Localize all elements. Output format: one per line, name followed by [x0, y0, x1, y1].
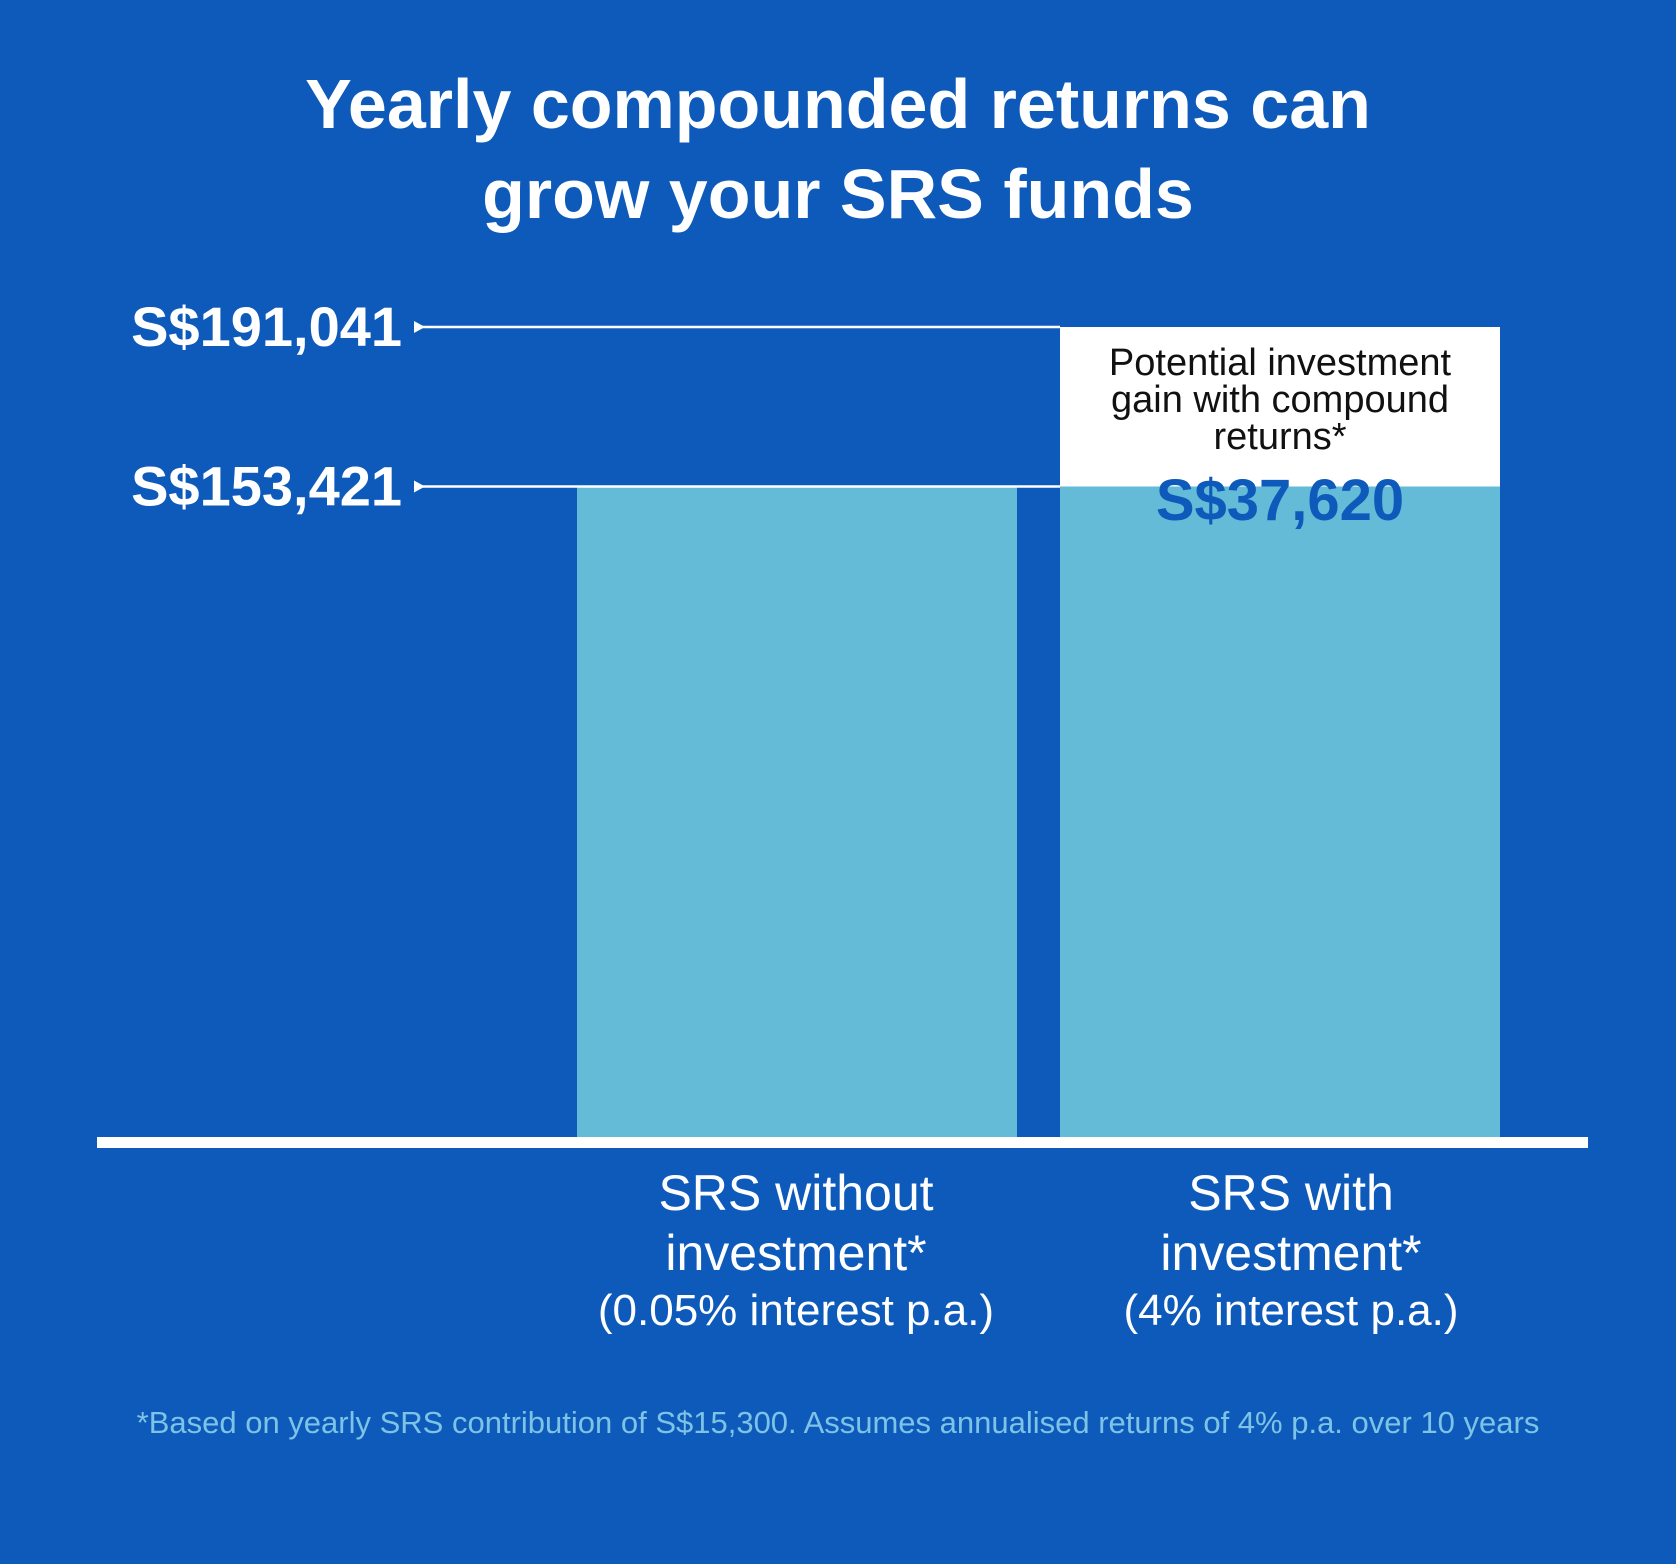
gain-callout-text: gain with compound — [1111, 379, 1449, 421]
gain-callout-box — [1060, 327, 1500, 487]
gain-callout-text: Potential investment — [1109, 342, 1452, 384]
category-label-without-investment: SRS without investment* (0.05% interest … — [540, 1163, 1052, 1339]
reference-arrow-icon — [414, 321, 425, 333]
bar-2 — [1060, 486, 1500, 1137]
category-label-rate: (0.05% interest p.a.) — [597, 1286, 995, 1335]
bar-1 — [577, 486, 1017, 1137]
chart-title-line-1: Yearly compounded returns can — [305, 65, 1371, 143]
category-label-line: SRS with — [1188, 1165, 1394, 1221]
chart-title-line-2: grow your SRS funds — [482, 155, 1194, 233]
category-label-rate: (4% interest p.a.) — [1123, 1286, 1459, 1335]
reference-arrow-icon — [414, 480, 425, 493]
x-axis-line — [97, 1137, 1588, 1148]
reference-value-label: S$153,421 — [131, 455, 402, 518]
reference-value-label: S$191,041 — [131, 295, 402, 358]
footnote: *Based on yearly SRS contribution of S$1… — [136, 1405, 1540, 1440]
category-label-with-investment: SRS with investment* (4% interest p.a.) — [1035, 1163, 1547, 1339]
gain-value-label: S$37,620 — [1156, 468, 1404, 533]
category-label-line: investment* — [665, 1225, 927, 1281]
category-label-line: SRS without — [658, 1165, 934, 1221]
category-label-line: investment* — [1160, 1225, 1422, 1281]
gain-callout-text: returns* — [1213, 416, 1346, 458]
